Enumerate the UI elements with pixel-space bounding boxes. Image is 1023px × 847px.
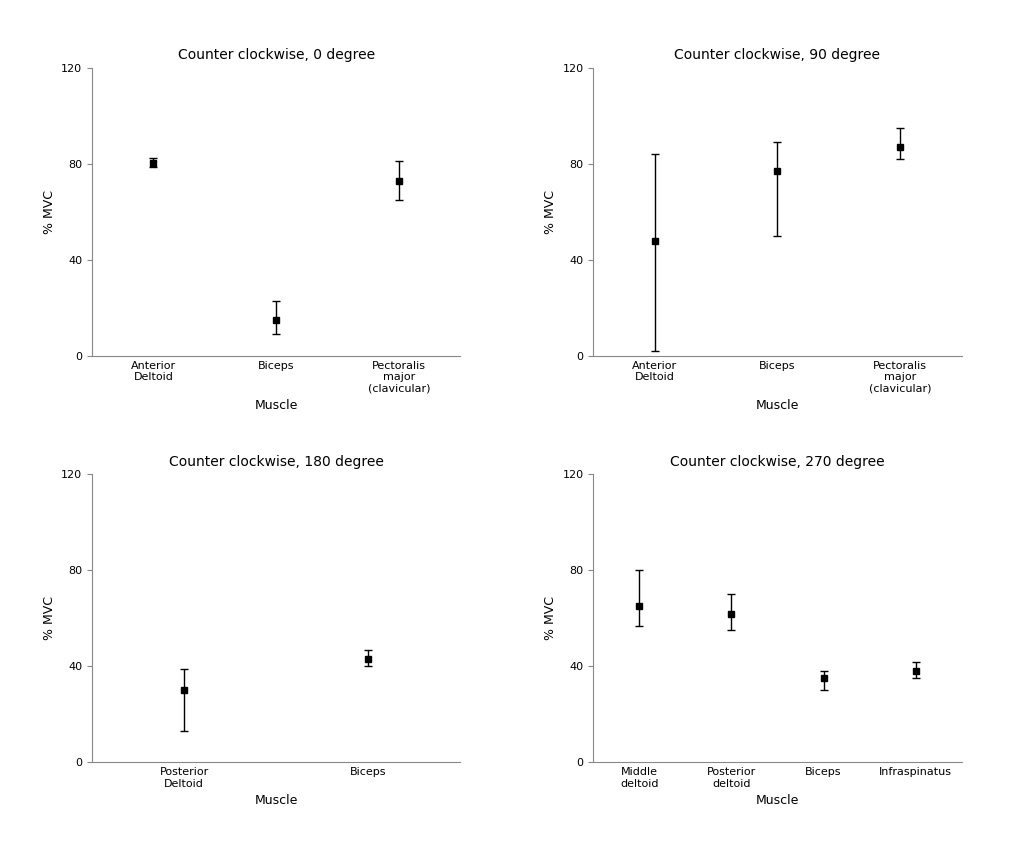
Title: Counter clockwise, 90 degree: Counter clockwise, 90 degree — [674, 48, 881, 63]
X-axis label: Muscle: Muscle — [756, 399, 799, 412]
Y-axis label: % MVC: % MVC — [544, 596, 557, 640]
X-axis label: Muscle: Muscle — [255, 794, 298, 807]
X-axis label: Muscle: Muscle — [255, 399, 298, 412]
Title: Counter clockwise, 0 degree: Counter clockwise, 0 degree — [178, 48, 374, 63]
Y-axis label: % MVC: % MVC — [544, 190, 557, 234]
Y-axis label: % MVC: % MVC — [43, 596, 55, 640]
Y-axis label: % MVC: % MVC — [43, 190, 55, 234]
X-axis label: Muscle: Muscle — [756, 794, 799, 807]
Title: Counter clockwise, 270 degree: Counter clockwise, 270 degree — [670, 455, 885, 469]
Title: Counter clockwise, 180 degree: Counter clockwise, 180 degree — [169, 455, 384, 469]
